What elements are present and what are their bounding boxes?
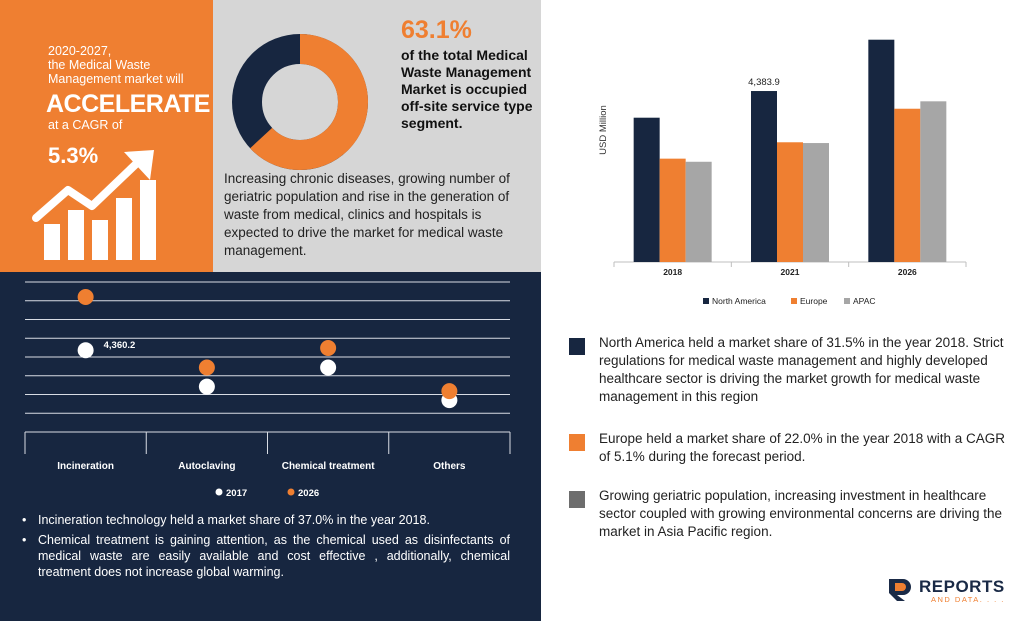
cagr-label: at a CAGR of <box>48 118 123 132</box>
technology-panel: Incineration Autoclaving Chemical treatmen… <box>0 272 541 621</box>
dot-2026-chemical-treatment <box>320 340 337 356</box>
legend-marker <box>844 298 850 304</box>
legend-marker <box>791 298 797 304</box>
x-tick-label: Autoclaving <box>178 461 235 472</box>
europe-text: Europe held a market share of 22.0% in t… <box>599 431 1005 464</box>
legend-label: APAC <box>853 296 876 306</box>
bullet-item: Incineration technology held a market sh… <box>22 512 510 528</box>
bar-europe-2018 <box>659 158 686 262</box>
donut-highlight-slice <box>250 34 368 170</box>
bar-north-america-2026 <box>868 39 895 263</box>
accelerate-heading: ACCELERATE <box>46 90 210 118</box>
x-tick-label: Chemical treatment <box>282 461 375 472</box>
regional-bar-chart: USD Million 2018 2021 2026 4,383.9 North Amer… <box>598 39 967 306</box>
technology-bullets: Incineration technology held a market sh… <box>22 512 510 584</box>
y-axis-label: USD Million <box>598 105 609 155</box>
bar-europe-2021 <box>777 142 803 262</box>
swatch-north-america <box>569 338 585 355</box>
dot-2026-others <box>441 383 458 400</box>
cagr-panel: 2020-2027, the Medical Waste Management … <box>0 0 213 272</box>
legend-label: 2026 <box>298 488 319 499</box>
period-text: 2020-2027, <box>48 44 112 58</box>
technology-dot-chart: Incineration Autoclaving Chemical treatmen… <box>24 281 511 499</box>
x-tick-label: 2018 <box>663 267 682 277</box>
legend-label: North America <box>712 296 766 306</box>
legend-marker <box>287 488 295 496</box>
cagr-value: 5.3% <box>48 143 99 168</box>
bar-apac-2021 <box>803 143 829 262</box>
x-tick-label: 2026 <box>898 267 917 277</box>
bar-north-america-2018 <box>633 117 660 262</box>
bar-apac-2026 <box>920 101 947 262</box>
bar-europe-2026 <box>894 108 921 262</box>
dot-2017-incineration <box>77 342 94 359</box>
segment-description: of the total Medical Waste Management Ma… <box>401 47 533 131</box>
growth-arrow-icon <box>29 150 156 260</box>
swatch-apac <box>569 491 585 508</box>
dot-data-label: 4,360.2 <box>104 340 136 351</box>
x-tick-label: Incineration <box>57 461 114 472</box>
drivers-paragraph: Increasing chronic diseases, growing num… <box>224 171 510 258</box>
logo-mark-icon <box>889 579 911 601</box>
reports-and-data-logo: REPORTS AND DATA. . . . <box>887 577 1017 607</box>
market-text-2: Management market will <box>48 72 184 86</box>
bullet-item: Chemical treatment is gaining attention,… <box>22 532 510 580</box>
logo-subtitle: AND DATA. . . . <box>931 595 1005 604</box>
bar-data-label: 4,383.9 <box>748 77 780 88</box>
swatch-europe <box>569 434 585 451</box>
dot-2026-autoclaving <box>198 359 215 376</box>
legend-label: Europe <box>800 296 828 306</box>
market-text: the Medical Waste <box>48 58 151 72</box>
apac-text: Growing geriatric population, increasing… <box>599 488 1002 539</box>
legend-marker <box>703 298 709 304</box>
bar-apac-2018 <box>685 161 712 262</box>
segment-percent: 63.1% <box>401 16 472 44</box>
legend-label: 2017 <box>226 488 247 499</box>
north-america-text: North America held a market share of 31.… <box>599 335 1004 404</box>
dot-2017-autoclaving <box>198 378 215 395</box>
legend-marker <box>215 488 223 496</box>
segment-donut-chart <box>232 34 368 170</box>
bar-north-america-2021 <box>751 91 777 263</box>
x-tick-label: Others <box>433 461 466 472</box>
regional-panel: USD Million 2018 2021 2026 4,383.9 North Amer… <box>541 0 1024 621</box>
x-tick-label: 2021 <box>781 267 800 277</box>
logo-word: REPORTS <box>919 577 1005 596</box>
dot-2017-chemical-treatment <box>320 359 337 376</box>
dot-2026-incineration <box>77 289 94 305</box>
